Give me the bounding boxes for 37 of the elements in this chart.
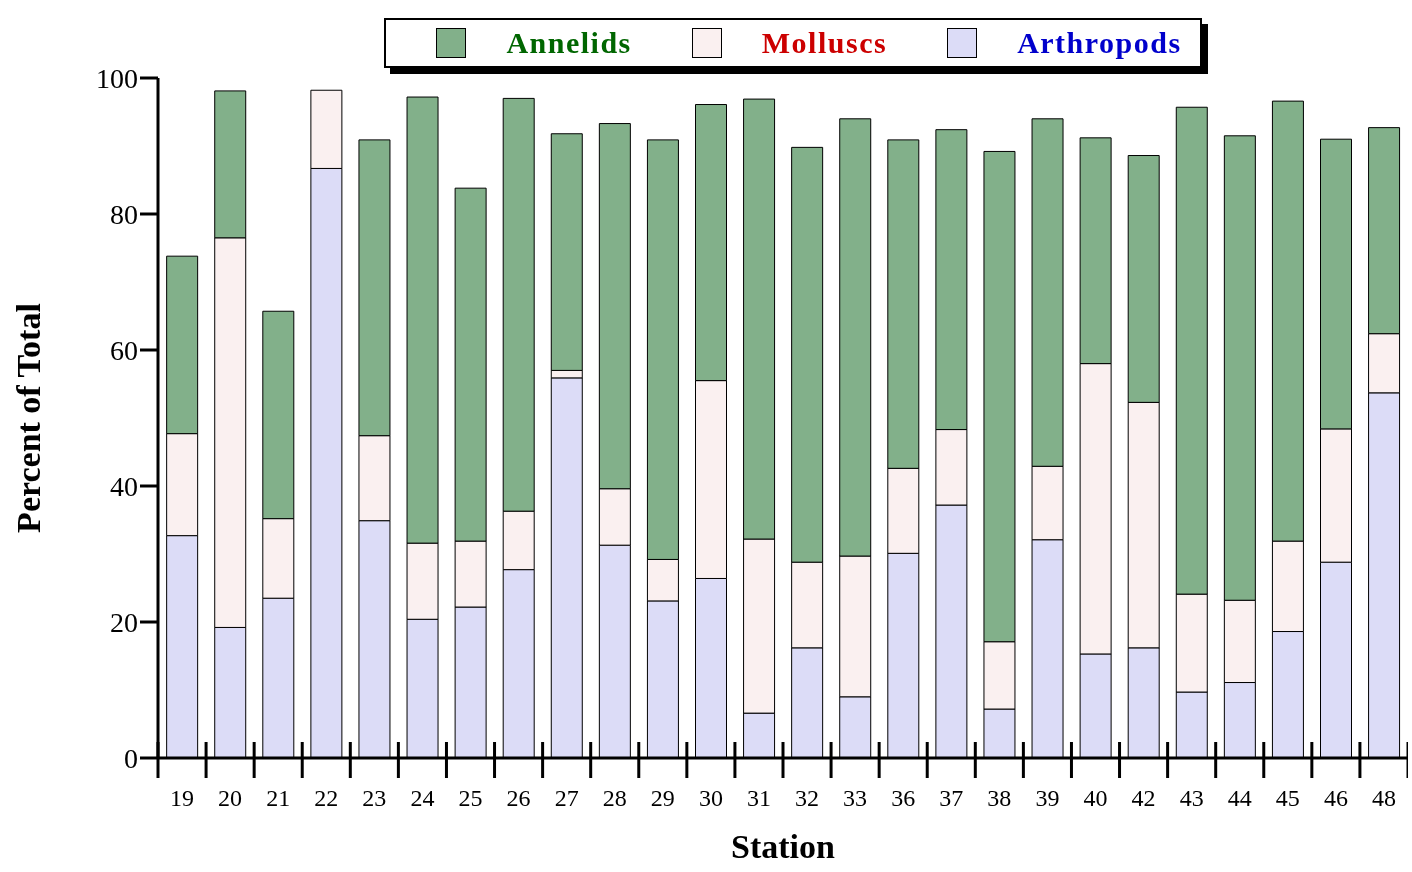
x-axis-title: Station bbox=[731, 828, 836, 865]
x-tick-label: 21 bbox=[266, 785, 291, 811]
x-tick-label: 43 bbox=[1179, 785, 1204, 811]
x-tick-label: 40 bbox=[1083, 785, 1108, 811]
x-tick-label: 48 bbox=[1371, 785, 1396, 811]
x-tick-label: 28 bbox=[602, 785, 627, 811]
legend-label: Annelids bbox=[506, 26, 632, 60]
x-tick-label: 27 bbox=[554, 785, 579, 811]
x-tick-label: 38 bbox=[987, 785, 1012, 811]
x-tick-label: 25 bbox=[458, 785, 483, 811]
x-tick-label: 23 bbox=[362, 785, 387, 811]
x-tick-label: 19 bbox=[170, 785, 195, 811]
x-tick-label: 31 bbox=[746, 785, 771, 811]
x-tick-label: 39 bbox=[1035, 785, 1060, 811]
y-tick-label: 20 bbox=[110, 606, 138, 638]
x-tick-label: 46 bbox=[1323, 785, 1348, 811]
x-tick-label: 44 bbox=[1227, 785, 1252, 811]
x-tick-label: 32 bbox=[795, 785, 820, 811]
legend-label: Arthropods bbox=[1017, 26, 1182, 60]
y-tick-label: 100 bbox=[96, 62, 138, 94]
y-axis-title: Percent of Total bbox=[10, 303, 48, 533]
x-tick-label: 22 bbox=[314, 785, 339, 811]
x-tick-label: 29 bbox=[650, 785, 675, 811]
x-tick-label: 33 bbox=[843, 785, 868, 811]
x-tick-label: 20 bbox=[218, 785, 243, 811]
x-tick-label: 45 bbox=[1275, 785, 1300, 811]
legend-label: Molluscs bbox=[761, 26, 888, 60]
x-tick-label: 24 bbox=[410, 785, 435, 811]
x-tick-label: 42 bbox=[1131, 785, 1156, 811]
y-tick-label: 80 bbox=[110, 198, 138, 230]
x-tick-label: 30 bbox=[698, 785, 723, 811]
x-tick-label: 36 bbox=[891, 785, 916, 811]
y-tick-label: 60 bbox=[110, 334, 138, 366]
y-tick-label: 0 bbox=[124, 742, 138, 774]
y-tick-label: 40 bbox=[110, 470, 138, 502]
x-tick-label: 37 bbox=[939, 785, 964, 811]
x-tick-label: 26 bbox=[506, 785, 531, 811]
